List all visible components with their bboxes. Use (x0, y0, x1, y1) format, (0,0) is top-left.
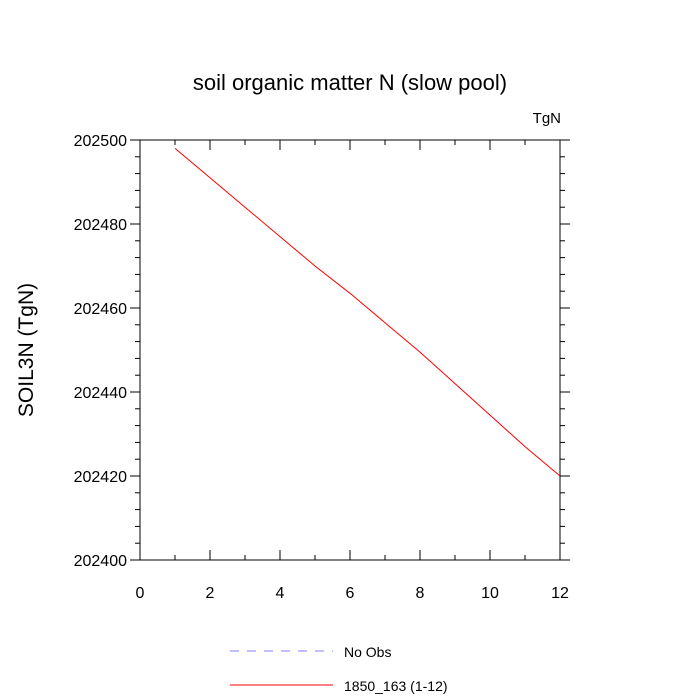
units-label: TgN (533, 110, 561, 127)
y-tick-label: 202500 (74, 133, 127, 150)
chart-title: soil organic matter N (slow pool) (193, 70, 507, 95)
x-axis: 0 2 4 6 8 10 12 (136, 140, 569, 602)
x-tick-label: 4 (276, 585, 285, 602)
plot-frame (139, 139, 561, 561)
x-tick-label: 0 (136, 585, 145, 602)
y-axis-label: SOIL3N (TgN) (15, 283, 38, 417)
y-tick-label: 202460 (74, 301, 127, 318)
x-tick-label: 6 (346, 585, 355, 602)
x-tick-label: 2 (206, 585, 215, 602)
x-tick-label: 8 (416, 585, 425, 602)
y-tick-label: 202400 (74, 553, 127, 570)
y-tick-label: 202420 (74, 469, 127, 486)
y-axis: 202400 202420 202440 202460 202480 202500 (74, 133, 570, 570)
x-tick-label: 12 (551, 585, 569, 602)
series-layer (174, 148, 561, 477)
legend: No Obs 1850_163 (1-12) (230, 644, 448, 694)
x-tick-label: 10 (481, 585, 499, 602)
legend-label: 1850_163 (1-12) (344, 678, 448, 694)
series-line (174, 148, 561, 477)
y-tick-label: 202440 (74, 385, 127, 402)
legend-label: No Obs (344, 644, 391, 660)
y-tick-label: 202480 (74, 217, 127, 234)
